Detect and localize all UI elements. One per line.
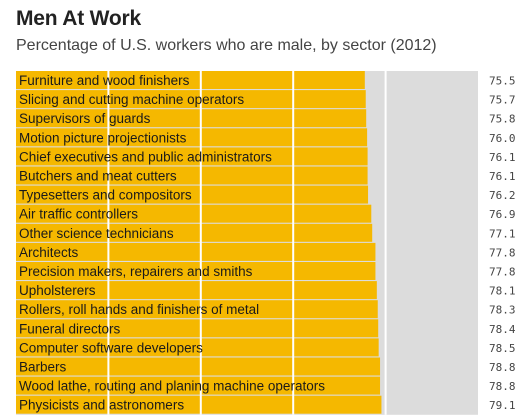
bar <box>16 185 369 204</box>
value-label: 76.2 <box>489 189 516 202</box>
bar <box>16 376 381 395</box>
value-label: 76.0 <box>489 132 516 145</box>
category-label: Funeral directors <box>19 321 121 336</box>
category-label: Furniture and wood finishers <box>19 73 190 88</box>
bar <box>16 166 368 185</box>
category-label: Chief executives and public administrato… <box>19 149 272 164</box>
bar <box>16 319 379 338</box>
value-label: 78.1 <box>489 285 516 298</box>
category-label: Precision makers, repairers and smiths <box>19 264 253 279</box>
bar <box>16 109 367 128</box>
value-label: 76.1 <box>489 170 516 183</box>
category-label: Architects <box>19 245 79 260</box>
category-label: Wood lathe, routing and planing machine … <box>19 379 325 394</box>
category-label: Butchers and meat cutters <box>19 169 177 184</box>
bar <box>16 204 372 223</box>
bar <box>16 71 365 89</box>
bar <box>16 242 376 261</box>
value-label: 76.1 <box>489 151 516 164</box>
category-label: Typesetters and compositors <box>19 188 192 203</box>
bar <box>16 128 368 147</box>
value-label: 78.8 <box>489 380 516 393</box>
bar <box>16 90 366 109</box>
bar <box>16 147 368 166</box>
category-label: Upholsterers <box>19 283 96 298</box>
value-label: 78.3 <box>489 304 516 317</box>
category-label: Rollers, roll hands and finishers of met… <box>19 302 259 317</box>
bar <box>16 262 376 280</box>
bar <box>16 281 377 300</box>
category-label: Physicists and astronomers <box>19 398 184 413</box>
category-label: Air traffic controllers <box>19 207 138 222</box>
category-label: Computer software developers <box>19 340 203 355</box>
value-label: 77.8 <box>489 266 516 279</box>
value-label: 78.5 <box>489 342 516 355</box>
bar <box>16 357 381 376</box>
value-label: 77.1 <box>489 227 516 240</box>
value-label: 79.1 <box>489 399 516 412</box>
bar <box>16 300 378 319</box>
bar <box>16 338 379 357</box>
category-label: Supervisors of guards <box>19 111 151 126</box>
chart-subtitle: Percentage of U.S. workers who are male,… <box>16 37 437 54</box>
value-label: 78.4 <box>489 323 516 336</box>
chart-title: Men At Work <box>16 7 141 30</box>
value-label: 77.8 <box>489 246 516 259</box>
category-label: Barbers <box>19 360 67 375</box>
value-label: 75.5 <box>489 75 516 88</box>
category-label: Slicing and cutting machine operators <box>19 92 244 107</box>
value-label: 78.8 <box>489 361 516 374</box>
value-label: 76.9 <box>489 208 516 221</box>
bar <box>16 395 382 414</box>
category-label: Motion picture projectionists <box>19 130 187 145</box>
bar <box>16 223 373 242</box>
value-label: 75.8 <box>489 113 516 126</box>
category-label: Other science technicians <box>19 226 174 241</box>
value-label: 75.7 <box>489 94 516 107</box>
